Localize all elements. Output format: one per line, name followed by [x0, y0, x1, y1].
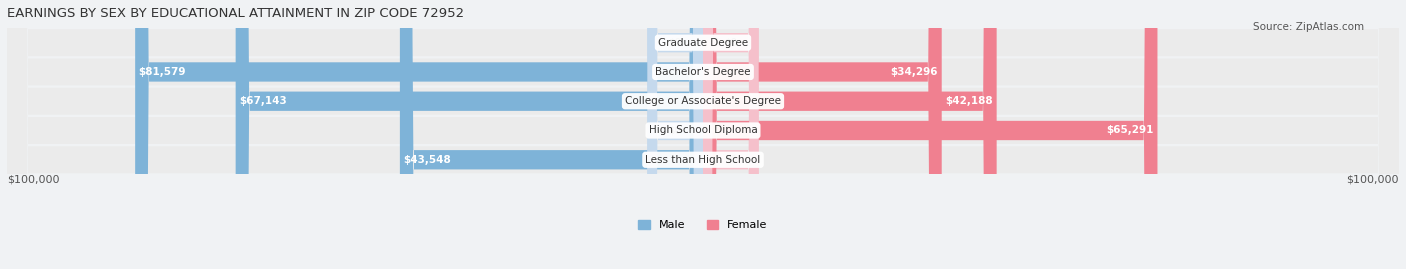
FancyBboxPatch shape [7, 0, 1399, 269]
Text: College or Associate's Degree: College or Associate's Degree [626, 96, 780, 106]
Text: $100,000: $100,000 [7, 174, 59, 185]
Text: Less than High School: Less than High School [645, 155, 761, 165]
Text: $0: $0 [669, 126, 682, 136]
FancyBboxPatch shape [236, 0, 703, 269]
FancyBboxPatch shape [399, 0, 703, 269]
FancyBboxPatch shape [703, 0, 942, 269]
Text: $100,000: $100,000 [1347, 174, 1399, 185]
Text: $0: $0 [669, 38, 682, 48]
Legend: Male, Female: Male, Female [634, 216, 772, 235]
Text: $0: $0 [724, 155, 737, 165]
Text: $42,188: $42,188 [946, 96, 993, 106]
FancyBboxPatch shape [7, 0, 1399, 269]
FancyBboxPatch shape [703, 0, 1157, 269]
FancyBboxPatch shape [647, 0, 703, 269]
Text: $0: $0 [724, 38, 737, 48]
FancyBboxPatch shape [7, 0, 1399, 269]
Text: EARNINGS BY SEX BY EDUCATIONAL ATTAINMENT IN ZIP CODE 72952: EARNINGS BY SEX BY EDUCATIONAL ATTAINMEN… [7, 7, 464, 20]
Text: $34,296: $34,296 [891, 67, 938, 77]
FancyBboxPatch shape [7, 0, 1399, 269]
Text: $81,579: $81,579 [139, 67, 186, 77]
FancyBboxPatch shape [703, 0, 759, 269]
FancyBboxPatch shape [703, 0, 759, 269]
FancyBboxPatch shape [7, 0, 1399, 269]
FancyBboxPatch shape [703, 0, 997, 269]
Text: $67,143: $67,143 [239, 96, 287, 106]
Text: $43,548: $43,548 [404, 155, 451, 165]
Text: Bachelor's Degree: Bachelor's Degree [655, 67, 751, 77]
Text: Source: ZipAtlas.com: Source: ZipAtlas.com [1253, 22, 1364, 31]
FancyBboxPatch shape [647, 0, 703, 269]
Text: $65,291: $65,291 [1107, 126, 1154, 136]
Text: High School Diploma: High School Diploma [648, 126, 758, 136]
FancyBboxPatch shape [135, 0, 703, 269]
Text: Graduate Degree: Graduate Degree [658, 38, 748, 48]
